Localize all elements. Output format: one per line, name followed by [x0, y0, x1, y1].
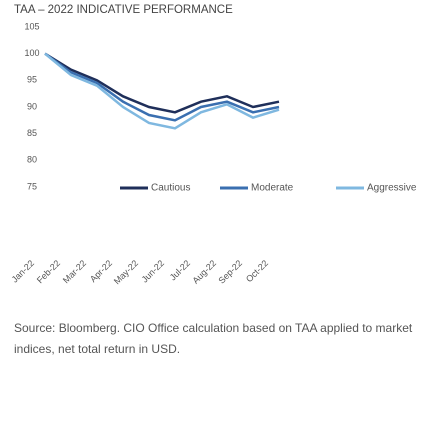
x-tick-label: Sep-22 [216, 258, 244, 286]
y-tick-label: 85 [27, 128, 37, 138]
y-tick-label: 100 [24, 48, 39, 58]
x-tick-label: May-22 [112, 258, 140, 286]
x-tick-label: Feb-22 [35, 258, 62, 285]
y-tick-label: 90 [27, 101, 37, 111]
legend-label: Cautious [151, 183, 190, 194]
chart: TAA – 2022 INDICATIVE PERFORMANCE 75 80 85… [10, 4, 417, 286]
x-tick-label: Mar-22 [61, 258, 88, 285]
chart-title: TAA – 2022 INDICATIVE PERFORMANCE [14, 4, 233, 16]
legend-label: Moderate [251, 183, 294, 194]
y-tick-label: 80 [27, 155, 37, 165]
line-series [44, 52, 280, 130]
x-tick-label: Oct-22 [244, 258, 270, 284]
x-tick-label: Jul-22 [168, 258, 192, 282]
x-tick-label: Aug-22 [190, 258, 218, 286]
x-tick-label: Jan-22 [10, 258, 37, 285]
x-tick-label: Apr-22 [88, 258, 114, 284]
x-tick-label: Jun-22 [140, 258, 167, 285]
line-series [44, 52, 280, 122]
y-tick-label: 75 [27, 181, 37, 191]
y-tick-label: 105 [24, 21, 39, 31]
legend-label: Aggressive [367, 183, 417, 194]
line-series [44, 52, 280, 114]
source-note: Source: Bloomberg. CIO Office calculatio… [14, 321, 413, 356]
y-tick-label: 95 [27, 75, 37, 85]
